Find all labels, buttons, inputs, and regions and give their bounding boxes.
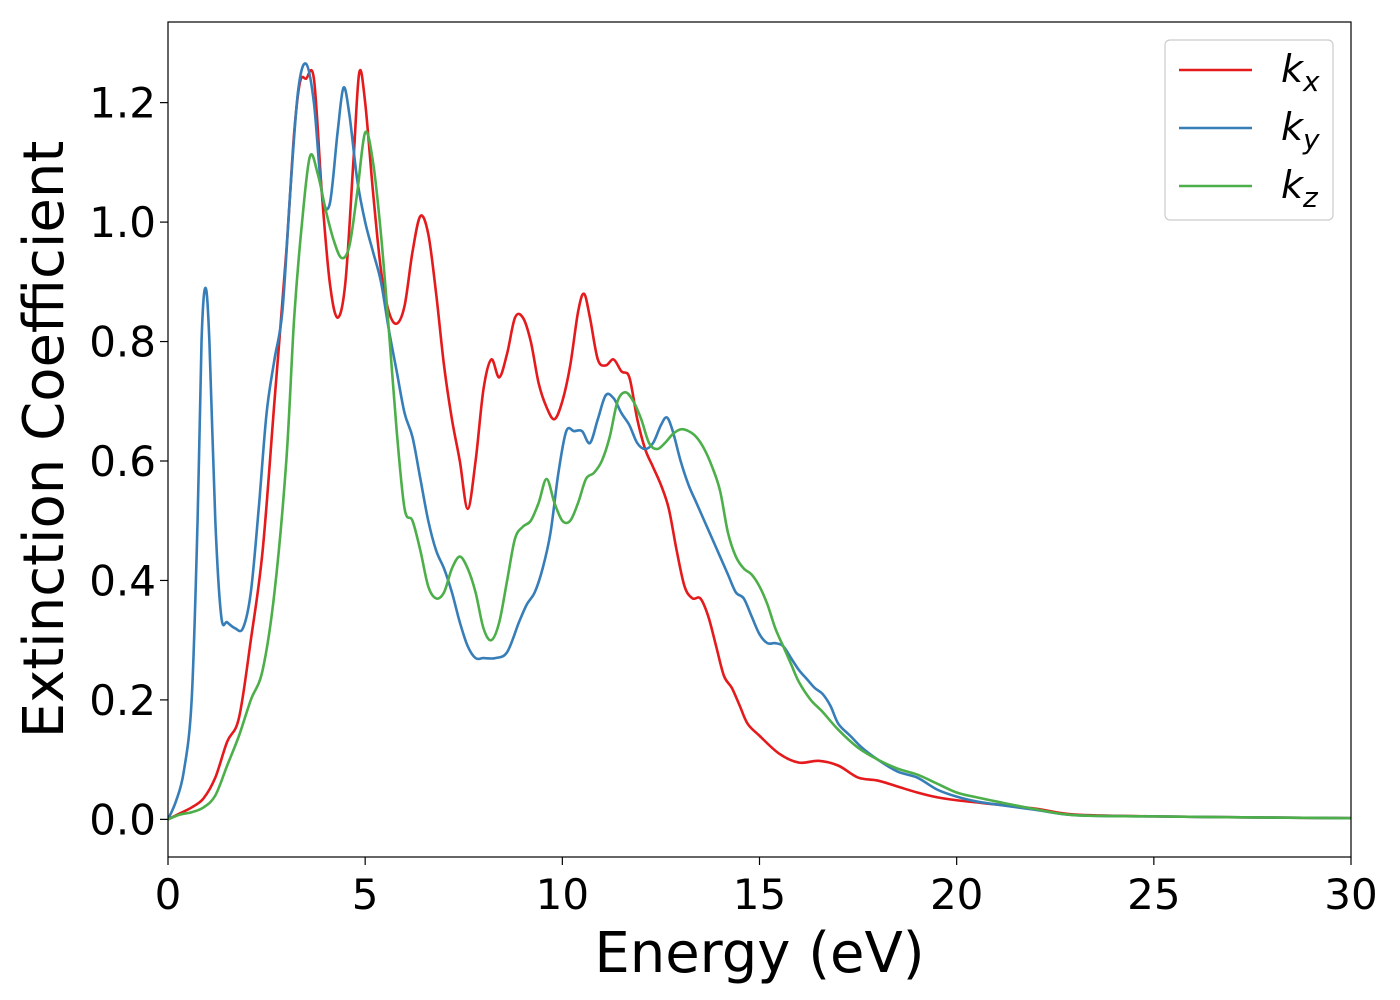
legend-label-base: k	[1281, 47, 1305, 91]
series-line-ky	[168, 62, 1351, 820]
legend-label-base: k	[1281, 105, 1305, 149]
series-layer	[168, 62, 1351, 821]
y-tick-label: 0.6	[89, 437, 156, 486]
legend-label-ky: ky	[1281, 105, 1320, 156]
x-tick-label: 15	[733, 870, 786, 919]
legend-label-subscript: x	[1302, 65, 1320, 98]
legend-label-kz: kz	[1281, 163, 1319, 214]
x-tick-label: 0	[155, 870, 182, 919]
x-tick-label: 5	[352, 870, 379, 919]
y-tick-label: 1.2	[89, 79, 156, 128]
x-tick-label: 25	[1127, 870, 1180, 919]
legend-box	[1164, 39, 1334, 221]
legend-label-subscript: z	[1302, 181, 1319, 214]
y-tick-label: 0.4	[89, 556, 156, 605]
x-axis-ticks: 0 5 10 15 20 25 30	[155, 857, 1378, 919]
y-axis-label: Extinction Coefficient	[12, 141, 77, 739]
x-tick-label: 10	[536, 870, 589, 919]
y-axis-ticks: 0.0 0.2 0.4 0.6 0.8 1.0 1.2	[89, 79, 168, 844]
y-tick-label: 0.2	[89, 676, 156, 725]
x-tick-label: 20	[930, 870, 983, 919]
legend-label-kx: kx	[1281, 47, 1320, 98]
x-axis-label: Energy (eV)	[594, 921, 924, 986]
series-line-kz	[168, 130, 1351, 821]
y-tick-label: 1.0	[89, 198, 156, 247]
x-tick-label: 30	[1324, 870, 1377, 919]
legend-label-base: k	[1281, 163, 1305, 207]
y-tick-label: 0.8	[89, 318, 156, 367]
y-tick-label: 0.0	[89, 795, 156, 844]
legend-label-subscript: y	[1302, 123, 1320, 156]
